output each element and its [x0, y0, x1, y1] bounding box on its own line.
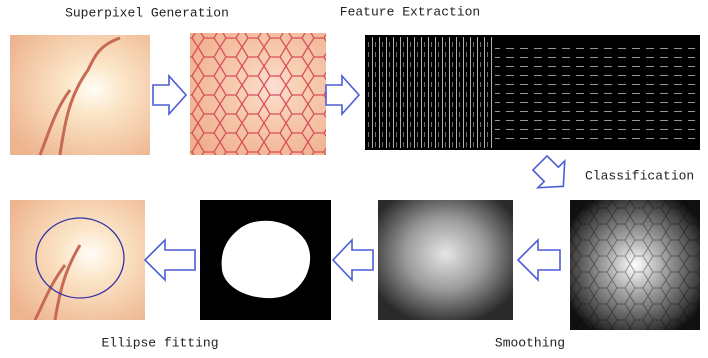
- arrow: [333, 240, 373, 280]
- fundus-image: [10, 35, 150, 155]
- pipeline-diagram: Superpixel Generation Feature Extraction…: [0, 0, 708, 358]
- arrow: [153, 76, 186, 114]
- classification-image: [570, 200, 700, 330]
- step-label: Feature Extraction: [340, 4, 480, 19]
- mask-image: [200, 200, 331, 320]
- superpixel-image: [190, 33, 326, 155]
- step-label: Smoothing: [495, 335, 565, 350]
- arrow: [527, 150, 577, 200]
- smoothing-image: [378, 200, 513, 320]
- arrow: [145, 240, 195, 280]
- feature-image: [365, 35, 700, 150]
- step-label: Ellipse fitting: [101, 335, 218, 350]
- arrow: [518, 240, 560, 280]
- step-label: Superpixel Generation: [65, 5, 229, 20]
- arrow: [326, 76, 359, 114]
- step-label: Classification: [585, 168, 694, 183]
- ellipse-image: [10, 200, 145, 320]
